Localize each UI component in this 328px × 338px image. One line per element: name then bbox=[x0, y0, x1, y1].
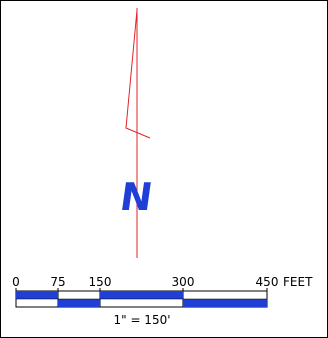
scale-bar: 0 75 150 300 450 FEET 1" = 150' bbox=[12, 275, 313, 327]
scale-label-0: 0 bbox=[12, 275, 20, 289]
scale-label-300: 300 bbox=[172, 275, 195, 289]
scale-label-150: 150 bbox=[89, 275, 112, 289]
scale-label-450: 450 bbox=[256, 275, 279, 289]
scale-ratio: 1" = 150' bbox=[113, 313, 170, 327]
scale-label-75: 75 bbox=[50, 275, 65, 289]
scale-segment-300-450-bottom bbox=[183, 299, 267, 307]
north-arrow-letter: N bbox=[117, 176, 155, 220]
north-arrow-head bbox=[125, 9, 151, 139]
scale-unit: FEET bbox=[283, 275, 313, 289]
scale-segment-150-300-top bbox=[100, 291, 183, 299]
scale-segment-0-75-top bbox=[16, 291, 58, 299]
scale-segment-75-150-bottom bbox=[58, 299, 100, 307]
north-arrow: N bbox=[117, 8, 155, 258]
